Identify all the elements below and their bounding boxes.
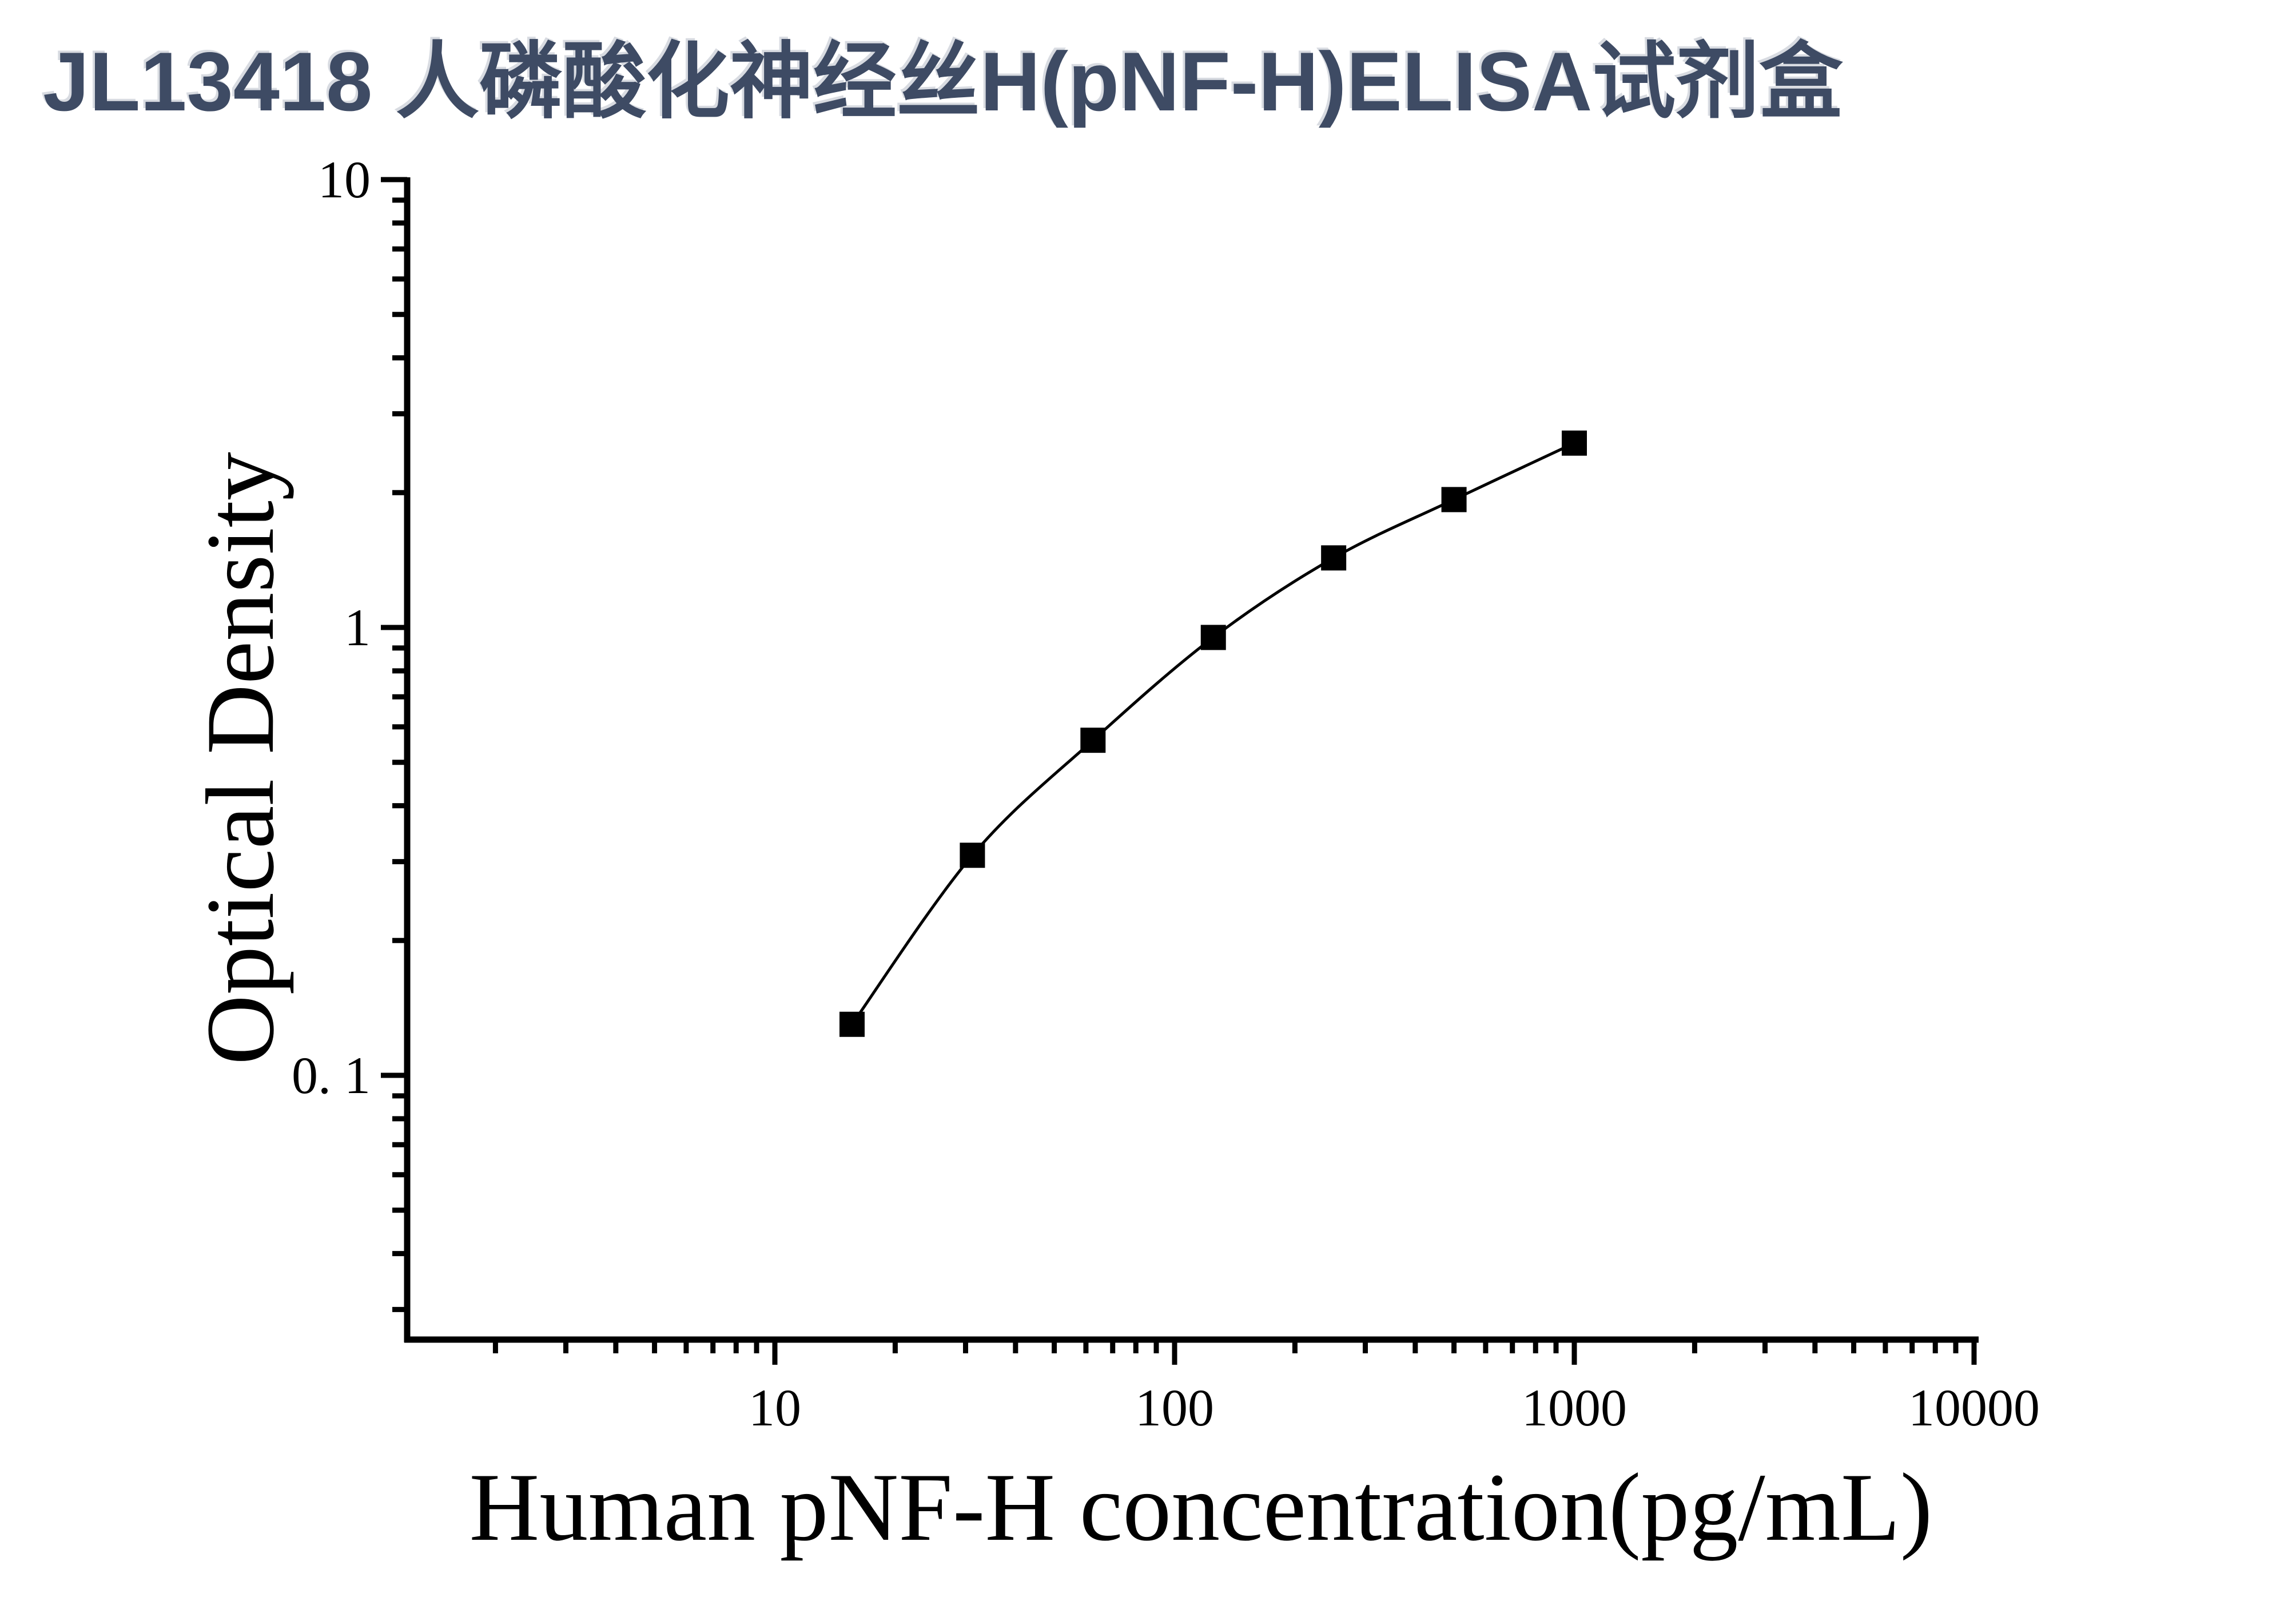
x-tick-label: 10000 xyxy=(1908,1378,2040,1437)
x-tick-label: 100 xyxy=(1135,1378,1214,1437)
y-tick-label: 1 xyxy=(344,598,371,657)
y-tick-label: 0. 1 xyxy=(292,1046,371,1105)
y-tick-label: 10 xyxy=(318,150,371,209)
data-point-marker xyxy=(1321,545,1347,571)
data-point-marker xyxy=(839,1011,865,1037)
y-axis-ticks: 10 1 0. 1 xyxy=(292,150,407,1312)
x-axis-ticks: 10 100 1000 10000 xyxy=(492,1340,2040,1437)
data-point-marker xyxy=(1200,625,1226,650)
chart-title-shadow: JL13418 人磷酸化神经丝H(pNF-H)ELISA试剂盒 xyxy=(41,33,1841,126)
data-point-marker xyxy=(1441,487,1467,513)
standard-curve-line xyxy=(850,442,1575,1026)
data-point-marker xyxy=(1080,728,1106,753)
data-point-marker xyxy=(1562,430,1587,456)
series-standard-curve xyxy=(839,430,1587,1037)
y-axis-title: Optical Density xyxy=(186,452,294,1065)
x-tick-label: 10 xyxy=(749,1378,801,1437)
chart-title: JL13418 人磷酸化神经丝H(pNF-H)ELISA试剂盒 xyxy=(43,35,1843,128)
data-point-marker xyxy=(960,843,985,868)
plot-area: 10 1 0. 1 10 100 1000 10000 xyxy=(292,150,2040,1437)
x-tick-label: 1000 xyxy=(1522,1378,1627,1437)
x-axis-title: Human pNF-H concentration(pg/mL) xyxy=(469,1453,1933,1561)
